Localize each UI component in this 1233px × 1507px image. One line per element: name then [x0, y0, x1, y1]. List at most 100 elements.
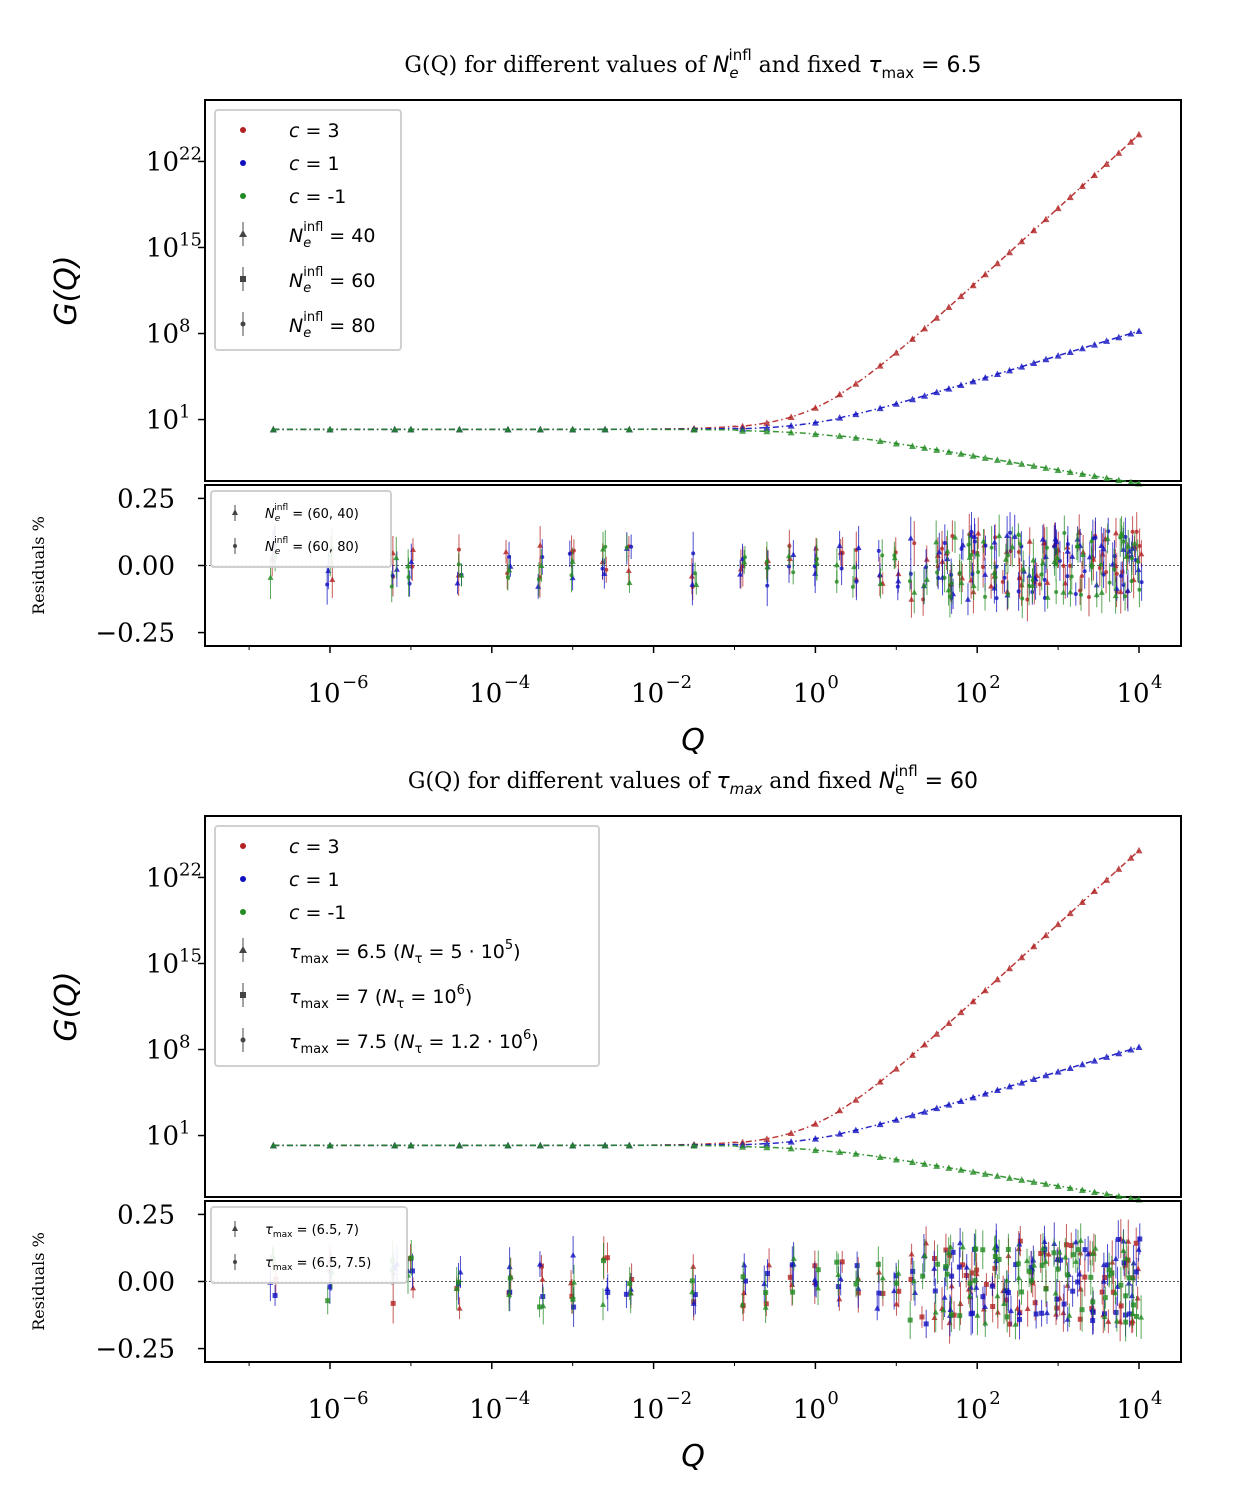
- res-point: [1030, 557, 1037, 563]
- res-point: [1061, 1301, 1067, 1307]
- data-point: [1115, 865, 1123, 872]
- legend-marker-dot: [240, 1037, 246, 1043]
- res-point: [764, 559, 769, 564]
- res-point: [1008, 530, 1013, 535]
- data-point: [1078, 182, 1086, 190]
- data-point: [1054, 352, 1062, 359]
- res-y-tick-label: 0.25: [117, 484, 175, 514]
- res-point: [970, 582, 977, 589]
- x-tick-exp: −4: [504, 672, 531, 693]
- res-point: [1090, 1299, 1096, 1305]
- res-point: [763, 1301, 769, 1307]
- res-point: [739, 1301, 746, 1307]
- res-point: [1006, 592, 1011, 597]
- data-point: [908, 395, 916, 403]
- res-point: [907, 1317, 913, 1323]
- res-point: [1003, 1297, 1009, 1303]
- data-point: [892, 400, 900, 407]
- res-point: [931, 1265, 938, 1271]
- data-point: [981, 454, 989, 461]
- res-point: [1056, 1249, 1063, 1255]
- data-point: [763, 1143, 771, 1151]
- data-point: [933, 314, 941, 321]
- data-point: [1054, 920, 1062, 928]
- res-point: [1082, 569, 1087, 574]
- data-point: [1006, 366, 1014, 374]
- res-point: [1129, 579, 1134, 584]
- res-point: [1012, 1321, 1019, 1327]
- res-point: [1104, 570, 1109, 575]
- res-point: [1131, 1302, 1137, 1308]
- data-point: [908, 1158, 916, 1165]
- res-point: [763, 1289, 769, 1295]
- res-point: [1075, 1247, 1081, 1253]
- data-point: [1042, 1180, 1050, 1187]
- res-point: [921, 1252, 928, 1259]
- res-point: [973, 1284, 980, 1290]
- data-point: [852, 380, 860, 387]
- res-point: [1077, 1237, 1084, 1243]
- res-point: [1009, 543, 1016, 550]
- data-point: [1030, 462, 1038, 469]
- data-point: [1006, 248, 1014, 256]
- data-point: [892, 349, 900, 356]
- res-point: [600, 1301, 607, 1307]
- res-point: [1054, 589, 1059, 594]
- res-point: [980, 1294, 986, 1300]
- data-point: [1127, 1046, 1135, 1053]
- legend-marker-triangle: [239, 946, 247, 953]
- data-point: [763, 419, 771, 426]
- res-point: [895, 584, 900, 589]
- y-tick-label: 10: [146, 320, 179, 350]
- res-point: [1079, 574, 1084, 579]
- res-point: [1044, 579, 1051, 585]
- res-point: [957, 1300, 964, 1306]
- res-point: [1110, 1289, 1116, 1295]
- data-point: [1103, 1190, 1111, 1198]
- res-point: [1118, 1282, 1124, 1288]
- res-point: [949, 581, 954, 586]
- res-point: [505, 575, 510, 580]
- data-point: [787, 413, 795, 420]
- x-tick-label: 10: [955, 679, 988, 709]
- data-point: [852, 410, 860, 418]
- y-tick-label: 10: [146, 147, 179, 177]
- res-point: [787, 1274, 793, 1280]
- res-point: [996, 1256, 1002, 1262]
- x-tick-label: 10: [793, 1395, 826, 1425]
- data-point: [921, 444, 929, 451]
- y-axis-label: G(Q): [49, 255, 84, 325]
- res-point: [1070, 1252, 1076, 1258]
- res-point: [693, 581, 700, 587]
- res-point: [1039, 1310, 1045, 1316]
- data-point: [1018, 237, 1026, 245]
- res-point: [947, 1306, 954, 1313]
- data-point: [1091, 472, 1099, 480]
- data-point: [1042, 355, 1050, 363]
- data-point: [933, 388, 941, 396]
- data-point: [391, 1141, 399, 1149]
- legend-marker-dot: [240, 321, 246, 327]
- data-point: [1127, 138, 1135, 145]
- data-point: [1115, 333, 1123, 341]
- legend-label: c = 3: [289, 836, 340, 858]
- data-point: [876, 1078, 884, 1085]
- series-line-1: [273, 330, 1140, 431]
- legend-label: c = 1: [289, 153, 340, 175]
- data-point: [504, 425, 512, 433]
- res-point: [604, 1255, 610, 1261]
- data-point: [1103, 474, 1111, 482]
- res-legend-marker: [233, 1260, 237, 1264]
- res-point: [1018, 542, 1023, 547]
- res-point: [932, 1309, 939, 1315]
- y-tick-label: 10: [146, 1122, 179, 1152]
- res-point: [991, 569, 998, 576]
- res-point: [1100, 545, 1107, 552]
- res-point: [931, 1314, 938, 1321]
- res-point: [625, 567, 632, 574]
- res-point: [410, 1284, 417, 1291]
- data-point: [908, 1051, 916, 1058]
- res-point: [1134, 529, 1139, 534]
- res-point: [951, 1312, 957, 1318]
- res-point: [1130, 556, 1135, 561]
